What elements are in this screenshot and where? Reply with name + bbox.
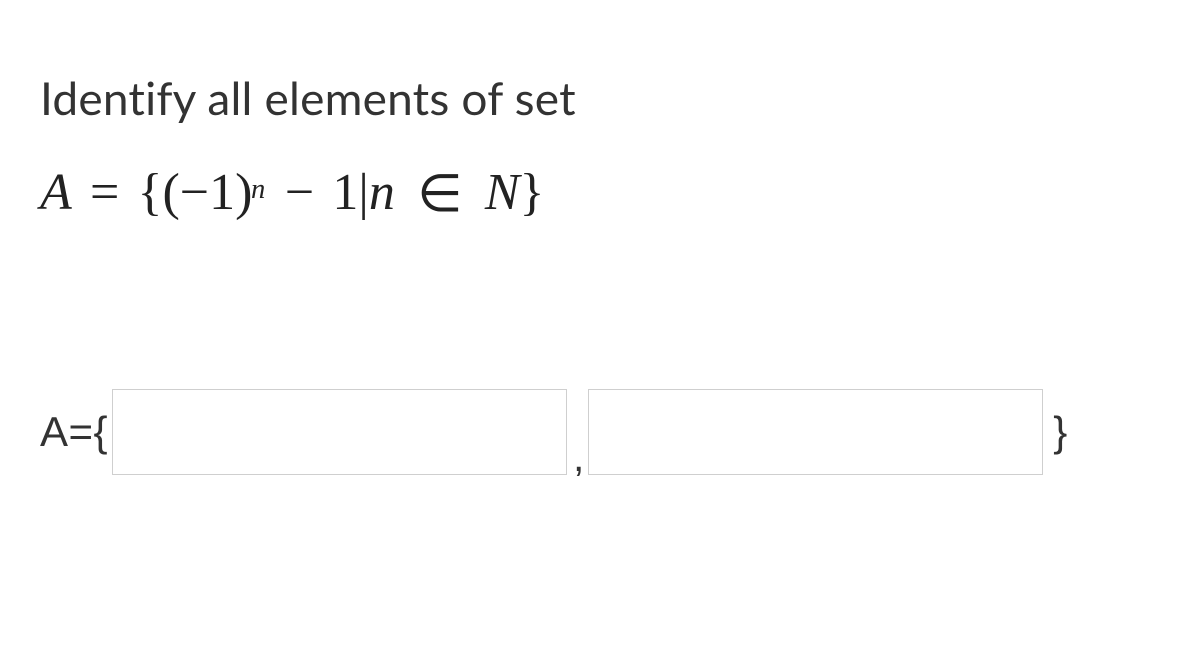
question-container: Identify all elements of set A = { ( −1 … [0,0,1200,475]
answer-row: A={ , } [40,389,1160,475]
formula-open-brace: { [137,167,162,219]
formula-lhs-var: A [40,167,72,219]
formula-set-name: N [485,167,520,219]
question-prompt: Identify all elements of set [40,70,1160,125]
answer-lhs: A= [40,408,94,455]
answer-input-2[interactable] [588,389,1043,475]
set-definition-formula: A = { ( −1 )n − 1 | n ∈ N } [40,167,1160,219]
answer-label-prefix: A={ [40,408,108,456]
formula-neg-one: −1 [180,167,235,219]
formula-equals: = [90,167,119,219]
formula-divider: | [358,167,368,219]
element-of-icon: ∈ [417,169,462,221]
formula-paren-close: ) [235,167,252,219]
answer-separator: , [571,436,584,481]
answer-input-1[interactable] [112,389,567,475]
answer-close-brace: } [1047,408,1067,456]
formula-exponent: n [251,176,265,205]
formula-one: 1 [332,167,358,219]
formula-close-brace: } [520,167,545,219]
formula-minus: − [285,167,314,219]
formula-paren-open: ( [162,167,179,219]
answer-open-brace: { [94,408,109,455]
formula-bound-var: n [369,167,395,219]
